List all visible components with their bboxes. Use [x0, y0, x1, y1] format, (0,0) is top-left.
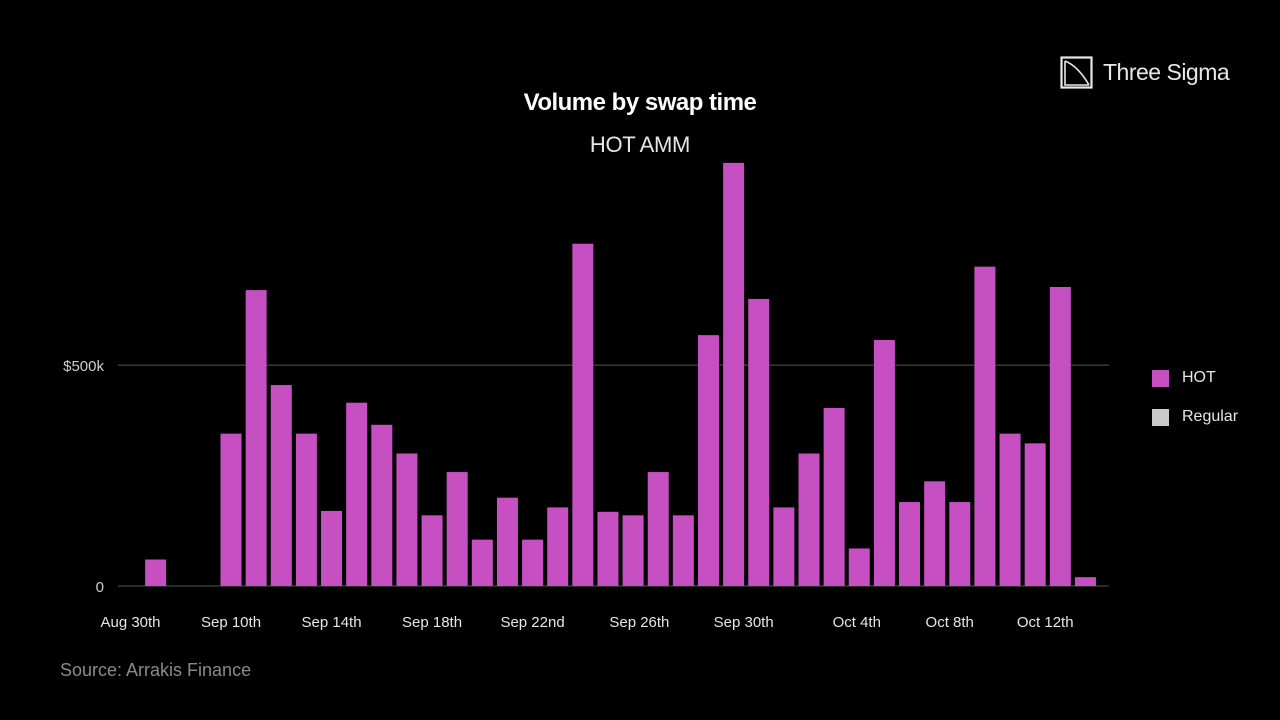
x-tick-label-0: Aug 30th: [100, 614, 160, 631]
bar-hot-9: [346, 402, 368, 586]
bar-hot-24: [723, 162, 745, 586]
brand-logo: Three Sigma: [1060, 56, 1230, 89]
bar-hot-37: [1049, 286, 1071, 586]
x-tick-label-9: Oct 12th: [1017, 614, 1074, 631]
bar-hot-10: [371, 424, 393, 586]
bar-hot-35: [999, 433, 1021, 586]
bar-hot-18: [572, 243, 594, 587]
bar-hot-19: [597, 511, 619, 586]
x-tick-label-6: Sep 30th: [714, 614, 774, 631]
legend-item-regular[interactable]: Regular: [1152, 407, 1238, 427]
bar-hot-36: [1024, 443, 1046, 586]
bar-hot-29: [848, 548, 870, 586]
x-tick-label-4: Sep 22nd: [500, 614, 564, 631]
x-tick-label-3: Sep 18th: [402, 614, 462, 631]
bar-hot-5: [245, 290, 267, 586]
x-tick-label-8: Oct 8th: [926, 614, 974, 631]
bar-hot-4: [220, 433, 242, 586]
legend-label-regular: Regular: [1182, 408, 1239, 425]
brand-name: Three Sigma: [1103, 59, 1230, 85]
bar-hot-11: [396, 453, 418, 586]
x-tick-label-5: Sep 26th: [609, 614, 669, 631]
legend-label-hot: HOT: [1182, 369, 1216, 386]
bar-hot-26: [773, 507, 795, 586]
bar-hot-1: [145, 559, 167, 586]
bar-hot-21: [647, 472, 669, 586]
bar-hot-6: [270, 385, 292, 586]
bar-hot-27: [798, 453, 820, 586]
three-sigma-logo-icon: [1060, 56, 1093, 89]
bar-hot-33: [949, 502, 971, 586]
bar-hot-34: [974, 266, 996, 586]
bar-hot-14: [471, 539, 493, 586]
x-tick-label-1: Sep 10th: [201, 614, 261, 631]
chart-legend: HOT Regular: [1152, 368, 1238, 446]
bar-hot-7: [295, 433, 317, 586]
legend-swatch-regular: [1152, 408, 1169, 426]
bar-hot-23: [697, 335, 719, 586]
bar-hot-28: [823, 408, 845, 586]
source-note: Source: Arrakis Finance: [60, 660, 252, 680]
bar-hot-20: [622, 515, 644, 586]
bar-hot-38: [1074, 577, 1096, 586]
bar-hot-13: [446, 472, 468, 586]
x-tick-label-7: Oct 4th: [833, 614, 881, 631]
legend-item-hot[interactable]: HOT: [1152, 368, 1238, 388]
y-tick-label-1: $500k: [63, 358, 104, 375]
chart-subtitle: HOT AMM: [589, 132, 691, 157]
bar-hot-31: [899, 502, 921, 586]
bar-hot-15: [496, 497, 518, 586]
chart-title: Volume by swap time: [523, 89, 757, 116]
bar-hot-25: [748, 298, 770, 586]
bar-hot-16: [522, 539, 544, 586]
bar-hot-22: [672, 515, 694, 586]
x-tick-label-2: Sep 14th: [302, 614, 362, 631]
bar-hot-30: [873, 339, 895, 586]
legend-swatch-hot: [1152, 369, 1169, 387]
y-tick-label-0: 0: [96, 579, 104, 596]
bar-hot-32: [924, 481, 946, 586]
bar-hot-12: [421, 515, 443, 586]
bar-hot-8: [321, 510, 343, 586]
bar-hot-17: [547, 507, 569, 586]
